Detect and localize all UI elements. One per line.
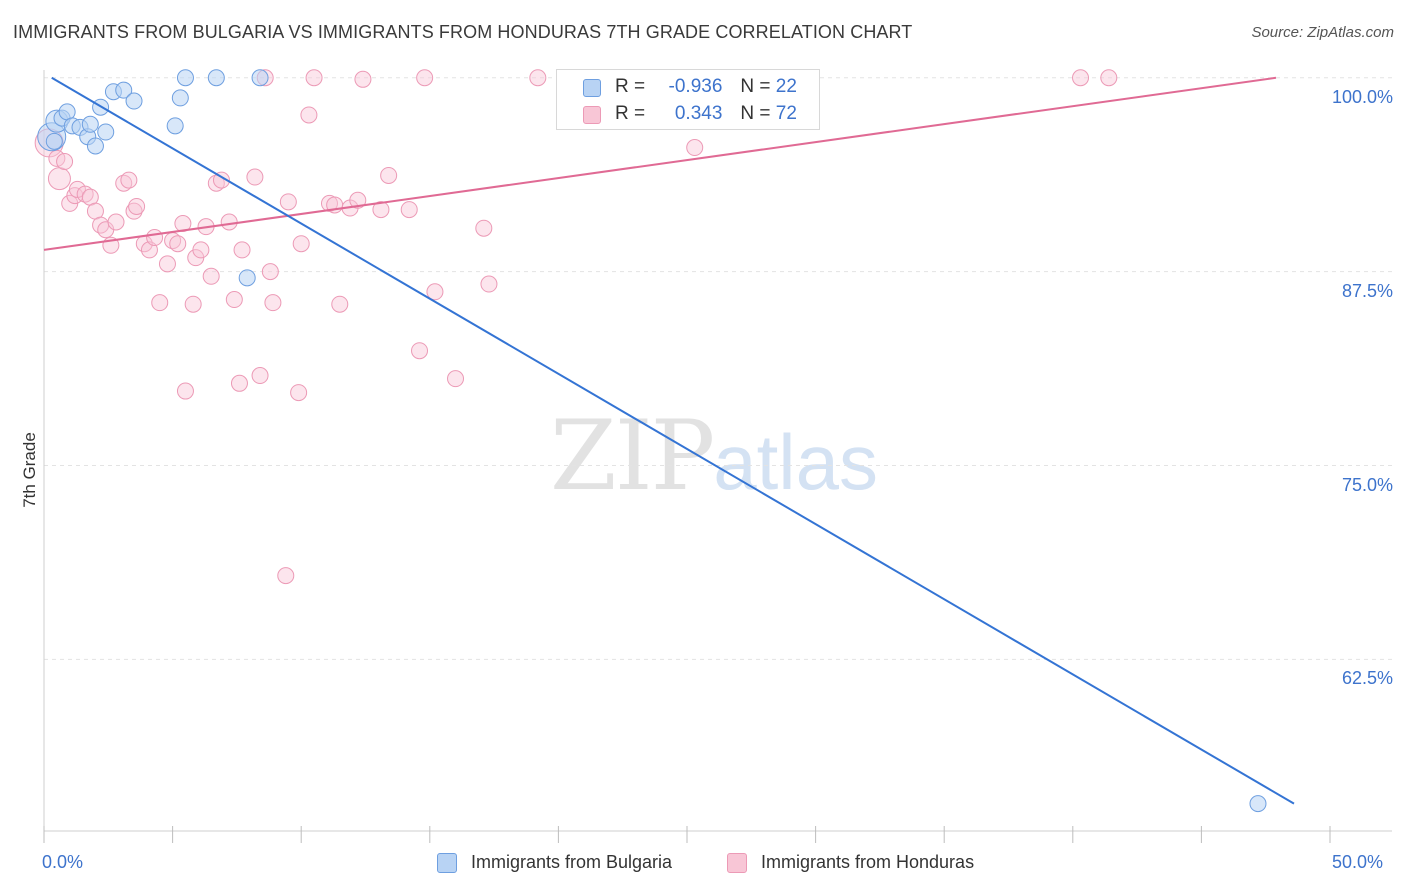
honduras-point xyxy=(686,139,704,157)
honduras-point xyxy=(400,201,418,219)
bulgaria-point xyxy=(171,89,189,107)
bulgaria-point xyxy=(166,117,184,135)
y-axis-label: 7th Grade xyxy=(20,432,39,508)
honduras-point xyxy=(176,382,194,400)
y-tick-label: 87.5% xyxy=(1341,280,1393,301)
legend-text-bulgaria: R = -0.936 N = 22 xyxy=(615,76,797,98)
bulgaria-point xyxy=(251,69,269,87)
chart-title: IMMIGRANTS FROM BULGARIA VS IMMIGRANTS F… xyxy=(13,22,913,42)
honduras-point xyxy=(416,69,434,87)
bulgaria-point xyxy=(1249,795,1267,813)
honduras-points xyxy=(34,69,1118,585)
bulgaria-trend-line xyxy=(51,76,1295,805)
honduras-point xyxy=(277,567,295,585)
r-value: -0.936 xyxy=(668,76,723,97)
honduras-point xyxy=(230,374,248,392)
y-tick-label: 100.0% xyxy=(1331,86,1393,107)
honduras-point xyxy=(447,370,465,388)
honduras-point xyxy=(480,275,498,293)
correlation-legend: R = -0.936 N = 22 R = 0.343 N = 72 xyxy=(556,69,820,130)
honduras-point xyxy=(212,171,230,189)
honduras-point xyxy=(290,384,308,402)
y-tick-label: 62.5% xyxy=(1341,668,1393,689)
n-label: N = xyxy=(740,76,771,97)
x-axis xyxy=(43,70,1392,843)
honduras-point xyxy=(125,202,143,220)
honduras-point xyxy=(128,197,146,215)
honduras-legend-label: Immigrants from Honduras xyxy=(761,852,975,872)
honduras-point xyxy=(246,168,264,186)
honduras-point xyxy=(292,235,310,253)
honduras-point xyxy=(192,241,210,259)
honduras-point xyxy=(354,70,372,88)
bulgaria-legend-label: Immigrants from Bulgaria xyxy=(471,852,673,872)
honduras-point xyxy=(349,191,367,209)
r-value: 0.343 xyxy=(674,103,723,124)
trend-lines xyxy=(43,76,1295,805)
r-label: R = xyxy=(615,76,646,97)
n-value: 72 xyxy=(775,103,797,124)
honduras-point xyxy=(1072,69,1090,87)
honduras-point xyxy=(305,69,323,87)
honduras-point xyxy=(529,69,547,87)
bulgaria-points xyxy=(37,69,1267,813)
honduras-point xyxy=(146,229,164,247)
honduras-point xyxy=(251,367,269,385)
honduras-point xyxy=(107,213,125,231)
watermark-zip: ZIP xyxy=(550,400,715,512)
bulgaria-point xyxy=(115,81,133,99)
honduras-point xyxy=(151,294,169,312)
honduras-point xyxy=(76,185,94,203)
honduras-point xyxy=(261,263,279,281)
y-tick-label: 75.0% xyxy=(1341,474,1393,495)
honduras-point xyxy=(202,267,220,285)
honduras-point xyxy=(426,283,444,301)
honduras-point xyxy=(184,295,202,313)
x-tick-label: 0.0% xyxy=(42,852,84,872)
honduras-point xyxy=(120,171,138,189)
honduras-point xyxy=(207,174,225,192)
watermark-atlas: atlas xyxy=(713,418,878,506)
honduras-point xyxy=(264,294,282,312)
bulgaria-point xyxy=(81,115,99,133)
honduras-point xyxy=(380,166,398,184)
bulgaria-point xyxy=(207,69,225,87)
honduras-legend-swatch xyxy=(727,853,747,873)
honduras-point xyxy=(279,193,297,211)
bulgaria-legend-swatch xyxy=(437,853,457,873)
honduras-point xyxy=(331,295,349,313)
honduras-point xyxy=(174,215,192,233)
bulgaria-point xyxy=(125,92,143,110)
x-tick-label: 50.0% xyxy=(1332,852,1384,872)
honduras-point xyxy=(411,342,429,360)
n-label: N = xyxy=(740,103,771,124)
honduras-point xyxy=(47,167,71,191)
n-value: 22 xyxy=(775,76,797,97)
source-credit: Source: ZipAtlas.com xyxy=(1251,24,1394,41)
honduras-swatch xyxy=(583,106,601,124)
honduras-point xyxy=(56,153,74,171)
gridlines xyxy=(44,77,1392,660)
legend-text-honduras: R = 0.343 N = 72 xyxy=(615,103,797,125)
honduras-point xyxy=(169,235,187,253)
bulgaria-point xyxy=(45,132,63,150)
bulgaria-point xyxy=(86,137,104,155)
honduras-point xyxy=(372,201,390,219)
honduras-point xyxy=(300,106,318,124)
bulgaria-point xyxy=(97,123,115,141)
honduras-point xyxy=(158,255,176,273)
honduras-trend-line xyxy=(43,76,1277,251)
honduras-point xyxy=(225,291,243,309)
honduras-point xyxy=(1100,69,1118,87)
r-label: R = xyxy=(615,103,646,124)
honduras-point xyxy=(115,174,133,192)
bulgaria-point xyxy=(238,269,256,287)
honduras-point xyxy=(233,241,251,259)
honduras-point xyxy=(475,219,493,237)
honduras-point xyxy=(220,213,238,231)
watermark: ZIPatlas xyxy=(550,400,878,512)
bulgaria-swatch xyxy=(583,79,601,97)
bulgaria-point xyxy=(176,69,194,87)
